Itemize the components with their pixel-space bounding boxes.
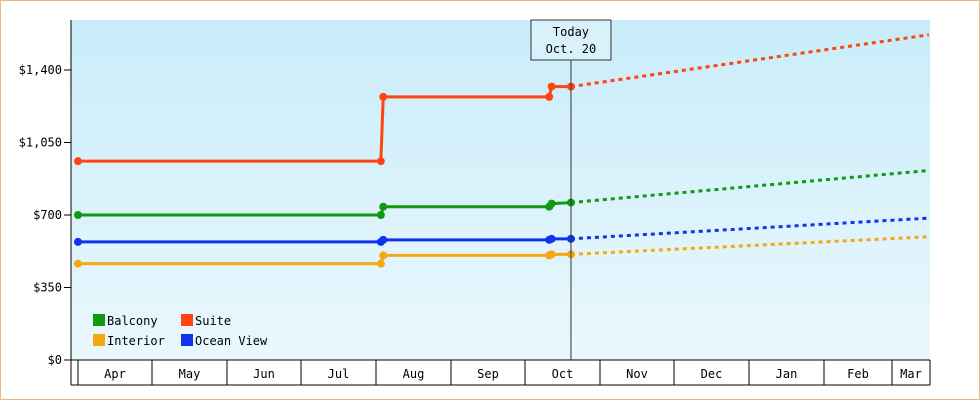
- x-tick-label: Apr: [104, 367, 126, 381]
- data-point[interactable]: [74, 259, 82, 268]
- legend-item-interior[interactable]: Interior: [93, 334, 165, 348]
- legend-swatch: [181, 314, 193, 326]
- data-point[interactable]: [545, 92, 554, 101]
- y-tick-label: $350: [33, 281, 62, 295]
- x-tick-label: Jan: [776, 367, 798, 381]
- legend-label: Suite: [195, 314, 231, 328]
- data-point[interactable]: [547, 82, 556, 91]
- data-point[interactable]: [379, 92, 388, 101]
- legend-swatch: [93, 314, 105, 326]
- data-point[interactable]: [74, 237, 82, 246]
- data-point[interactable]: [376, 259, 385, 268]
- legend-swatch: [93, 334, 105, 346]
- legend-swatch: [181, 334, 193, 346]
- today-label: Today: [553, 25, 589, 39]
- x-tick-label: Dec: [701, 367, 723, 381]
- x-tick-label: Jun: [253, 367, 275, 381]
- forecast-line-interior: [570, 235, 929, 256]
- series-ocean-view: [74, 216, 929, 246]
- y-tick-label: $0: [48, 353, 62, 367]
- today-label-box: [530, 19, 612, 61]
- data-point[interactable]: [379, 251, 388, 260]
- x-tick-label: Mar: [900, 367, 922, 381]
- legend-item-balcony[interactable]: Balcony: [93, 314, 158, 328]
- data-point[interactable]: [379, 202, 388, 211]
- y-tick-label: $700: [33, 208, 62, 222]
- data-point[interactable]: [376, 157, 385, 166]
- x-tick-label: Feb: [847, 367, 869, 381]
- today-date: Oct. 20: [546, 42, 597, 56]
- x-tick-label: Oct: [552, 367, 574, 381]
- series-interior: [74, 235, 929, 268]
- plot-area: [71, 20, 930, 360]
- y-tick-label: $1,050: [19, 136, 62, 150]
- x-tick-label: Jul: [328, 367, 350, 381]
- y-tick-label: $1,400: [19, 63, 62, 77]
- forecast-line-balcony: [570, 168, 929, 205]
- data-point[interactable]: [547, 234, 556, 243]
- data-point[interactable]: [74, 211, 82, 219]
- legend-label: Interior: [107, 334, 165, 348]
- x-tick-label: Nov: [626, 367, 648, 381]
- x-tick-label: Aug: [403, 367, 425, 381]
- data-point[interactable]: [379, 235, 388, 244]
- legend-label: Balcony: [107, 314, 158, 328]
- data-point[interactable]: [547, 250, 556, 259]
- x-tick-label: Sep: [477, 367, 499, 381]
- legend-item-suite[interactable]: Suite: [181, 314, 231, 328]
- data-point[interactable]: [74, 157, 82, 166]
- data-point[interactable]: [547, 199, 556, 208]
- x-tick-label: May: [179, 367, 201, 381]
- data-point[interactable]: [376, 211, 385, 219]
- series-suite: [74, 33, 929, 166]
- forecast-line-ocean-view: [570, 216, 929, 241]
- legend-label: Ocean View: [195, 334, 268, 348]
- legend-item-ocean-view[interactable]: Ocean View: [181, 334, 268, 348]
